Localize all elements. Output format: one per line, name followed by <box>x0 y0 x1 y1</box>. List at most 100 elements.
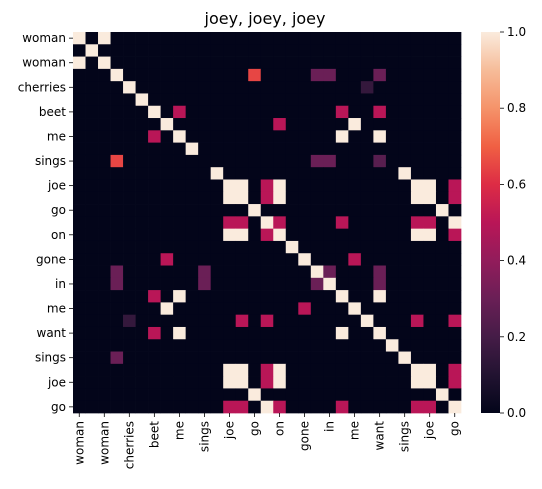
heatmap-cell <box>310 130 324 143</box>
heatmap-cell <box>235 253 249 266</box>
heatmap-cell <box>260 228 274 242</box>
heatmap-cell <box>85 44 99 57</box>
heatmap-cell <box>73 142 86 156</box>
heatmap-cell <box>298 216 312 229</box>
heatmap-cell <box>185 290 199 303</box>
heatmap-cell <box>273 228 287 242</box>
heatmap-cell <box>285 339 299 352</box>
heatmap-cell <box>298 253 312 266</box>
heatmap-cell <box>223 277 237 291</box>
heatmap-cell <box>410 351 424 365</box>
heatmap-cell <box>273 81 287 94</box>
heatmap-cell <box>423 265 437 279</box>
heatmap-cell <box>398 142 412 156</box>
heatmap-cell <box>310 118 324 131</box>
heatmap-cell <box>285 363 299 377</box>
heatmap-cell <box>360 388 374 402</box>
x-tick-label: cherries <box>122 421 136 469</box>
heatmap-cell <box>323 142 337 156</box>
colorbar-tick-label: 0.2 <box>507 330 526 344</box>
heatmap-cell <box>235 314 249 328</box>
heatmap-cell <box>98 81 111 94</box>
heatmap-cell <box>360 363 374 377</box>
heatmap-cell <box>435 400 449 414</box>
heatmap-cell <box>273 400 287 414</box>
heatmap-cell <box>98 142 111 156</box>
heatmap-cell <box>360 265 374 279</box>
heatmap-cell <box>310 339 324 352</box>
heatmap-cell <box>435 290 449 303</box>
heatmap-cell <box>135 228 149 242</box>
heatmap-cell <box>323 302 337 316</box>
heatmap-cell <box>348 376 362 389</box>
heatmap-cell <box>148 314 161 328</box>
heatmap-cell <box>285 376 299 389</box>
heatmap-cell <box>223 376 237 389</box>
heatmap-cell <box>135 142 149 156</box>
heatmap-cell <box>223 265 237 279</box>
heatmap-cell <box>273 240 287 254</box>
heatmap-cell <box>223 142 237 156</box>
heatmap-cell <box>235 351 249 365</box>
heatmap-cell <box>110 216 124 229</box>
heatmap-cell <box>423 142 437 156</box>
heatmap-cell <box>323 265 337 279</box>
heatmap-cell <box>148 154 161 168</box>
heatmap-cell <box>210 216 224 229</box>
heatmap-cell <box>73 56 86 70</box>
heatmap-cell <box>73 167 86 180</box>
heatmap-cell <box>123 204 136 217</box>
heatmap-cell <box>373 44 387 57</box>
heatmap-cell <box>160 290 174 303</box>
heatmap-cell <box>85 363 99 377</box>
heatmap-cell <box>135 363 149 377</box>
heatmap-cell <box>198 326 212 340</box>
heatmap-cell <box>198 68 212 82</box>
heatmap-cell <box>373 204 387 217</box>
heatmap-cell <box>348 204 362 217</box>
heatmap-cell <box>160 191 174 205</box>
heatmap-cell <box>385 105 399 119</box>
heatmap-cell <box>360 191 374 205</box>
heatmap-cell <box>210 105 224 119</box>
heatmap-cell <box>123 265 136 279</box>
heatmap-cell <box>323 56 337 70</box>
heatmap-cell <box>410 154 424 168</box>
heatmap-cell <box>435 130 449 143</box>
heatmap-cell <box>185 339 199 352</box>
heatmap-cell <box>160 32 174 45</box>
heatmap-cell <box>73 32 86 45</box>
heatmap-cell <box>298 68 312 82</box>
heatmap-cell <box>248 302 262 316</box>
heatmap-cell <box>173 302 186 316</box>
heatmap-cell <box>335 179 349 193</box>
heatmap-cell <box>423 290 437 303</box>
heatmap-cell <box>173 130 186 143</box>
heatmap-cell <box>323 204 337 217</box>
heatmap-cell <box>110 56 124 70</box>
heatmap-cell <box>410 228 424 242</box>
heatmap-cell <box>98 240 111 254</box>
heatmap-cell <box>360 253 374 266</box>
heatmap-cell <box>123 142 136 156</box>
heatmap-cell <box>410 93 424 107</box>
heatmap-cell <box>198 265 212 279</box>
heatmap-cell <box>298 339 312 352</box>
heatmap-cell <box>310 400 324 414</box>
heatmap-cell <box>160 400 174 414</box>
heatmap-cell <box>235 216 249 229</box>
heatmap-cell <box>423 204 437 217</box>
heatmap-cell <box>360 167 374 180</box>
heatmap-cell <box>173 216 186 229</box>
heatmap-cell <box>198 314 212 328</box>
heatmap-cell <box>448 68 462 82</box>
heatmap-cell <box>198 154 212 168</box>
heatmap-cell <box>148 44 161 57</box>
heatmap-cell <box>398 265 412 279</box>
heatmap-cell <box>448 216 462 229</box>
heatmap-cell <box>423 339 437 352</box>
heatmap-cell <box>323 32 337 45</box>
heatmap-cell <box>198 388 212 402</box>
heatmap-cell <box>198 216 212 229</box>
heatmap-cell <box>298 277 312 291</box>
